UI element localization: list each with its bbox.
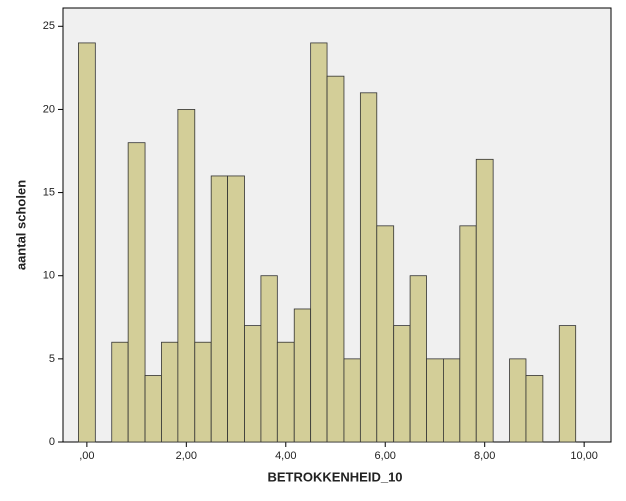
bar: [359, 92, 378, 443]
bar: [111, 341, 129, 443]
bar: [244, 325, 262, 443]
x-axis-label: BETROKKENHEID_10: [267, 469, 402, 484]
bar: [210, 175, 228, 443]
bar: [310, 42, 328, 443]
x-tick-label: 8,00: [474, 450, 495, 462]
bar: [558, 325, 577, 443]
x-tick-label: 2,00: [176, 450, 197, 462]
bar: [459, 225, 477, 443]
x-tick-label: 10,00: [570, 450, 598, 462]
bar: [443, 358, 461, 443]
bar: [525, 375, 544, 443]
bar: [343, 358, 361, 443]
bar: [276, 341, 295, 443]
bar: [227, 175, 245, 443]
x-tick-label: ,00: [79, 450, 94, 462]
y-tick-label: 10: [43, 270, 55, 282]
y-tick-label: 25: [43, 20, 55, 32]
bar: [260, 275, 278, 443]
y-tick-label: 20: [43, 103, 55, 115]
bar: [509, 358, 527, 443]
bar: [161, 341, 179, 443]
x-tick-label: 4,00: [275, 450, 296, 462]
bar: [144, 375, 162, 443]
bar: [78, 42, 96, 443]
y-tick-label: 0: [49, 436, 55, 448]
bar: [393, 325, 411, 443]
bar: [426, 358, 444, 443]
bar: [475, 158, 494, 443]
y-tick-label: 5: [49, 353, 55, 365]
bar: [194, 341, 212, 443]
y-tick-label: 15: [43, 186, 55, 198]
bar: [177, 109, 196, 443]
y-axis-label: aantal scholen: [13, 180, 28, 270]
bar: [376, 225, 395, 443]
bar: [326, 75, 345, 443]
x-tick-label: 6,00: [375, 450, 396, 462]
bar: [409, 275, 427, 443]
bar: [127, 142, 146, 443]
bar: [293, 308, 312, 443]
